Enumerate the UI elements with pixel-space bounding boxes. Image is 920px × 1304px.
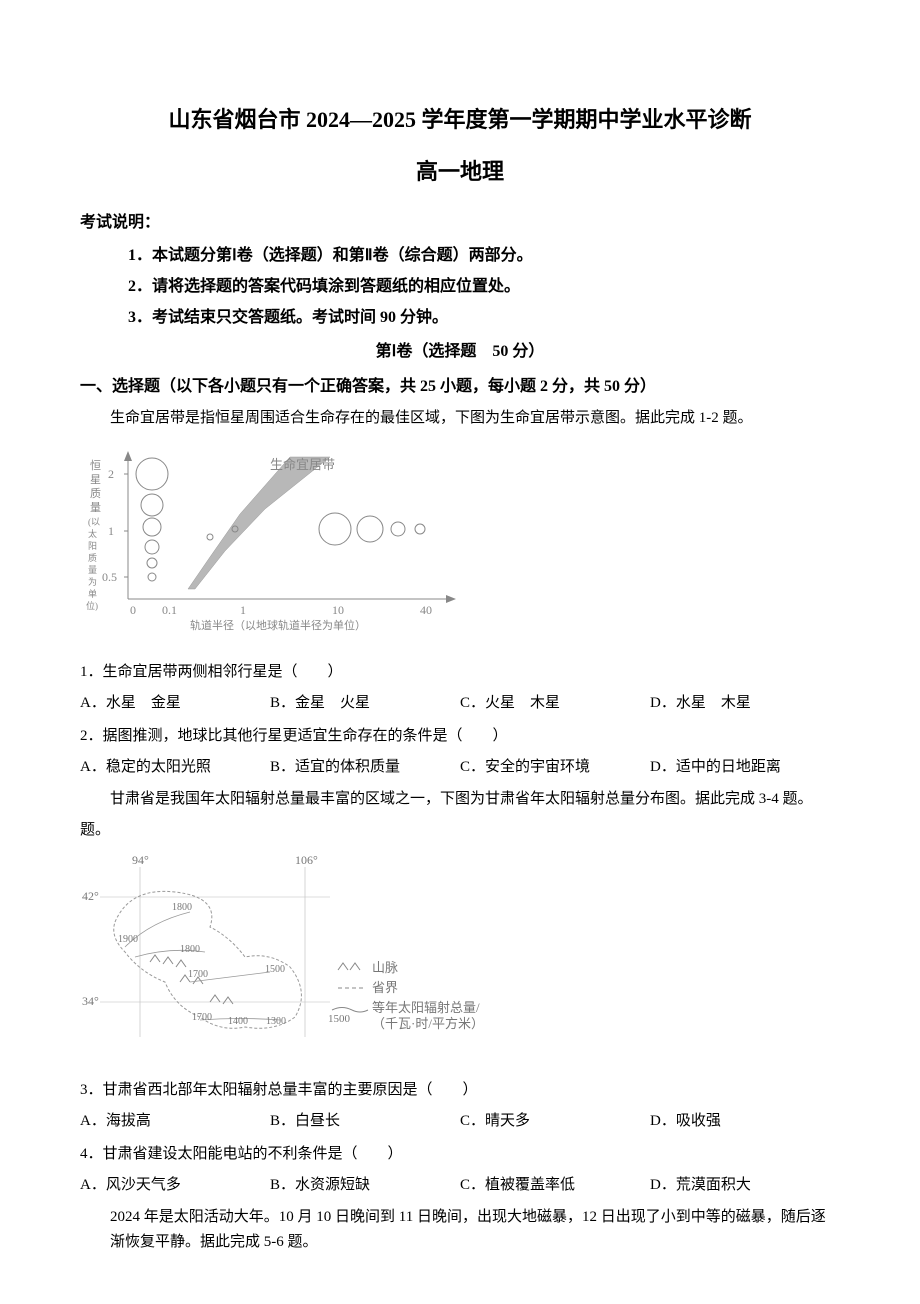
mountain-icon [210,995,233,1004]
instruction-1: 1．本试题分第Ⅰ卷（选择题）和第Ⅱ卷（综合题）两部分。 [80,242,840,271]
q3-opt-a: A．海拔高 [80,1108,270,1135]
instruction-3: 3．考试结束只交答题纸。考试时间 90 分钟。 [80,304,840,333]
instruction-2: 2．请将选择题的答案代码填涂到答题纸的相应位置处。 [80,273,840,302]
context-3: 2024 年是太阳活动大年。10 月 10 日晚间到 11 日晚间，出现大地磁暴… [80,1205,840,1256]
contour-label: 1800 [172,902,192,913]
q1-opt-c: C．火星 木星 [460,690,650,717]
svg-text:质: 质 [88,552,97,563]
contour-label: 1700 [188,969,208,980]
legend-contour-sample: 1500 [328,1013,351,1025]
svg-text:单: 单 [88,588,97,599]
planet-circle [391,522,405,536]
habitable-band [188,457,330,589]
planet-circle [319,513,351,545]
q1-opt-d: D．水星 木星 [650,690,840,717]
q4-opt-a: A．风沙天气多 [80,1172,270,1199]
svg-text:量: 量 [90,501,101,514]
svg-text:星: 星 [90,473,101,486]
question-4-options: A．风沙天气多 B．水资源短缺 C．植被覆盖率低 D．荒漠面积大 [80,1172,840,1199]
question-1-options: A．水星 金星 B．金星 火星 C．火星 木星 D．水星 木星 [80,690,840,717]
section-1-label: 第Ⅰ卷（选择题 50 分） [80,338,840,367]
question-3-stem: 3．甘肃省西北部年太阳辐射总量丰富的主要原因是（ ） [80,1077,840,1104]
figure-habitable-zone: 恒 星 质 量 (以 太 阳 质 量 为 单 位) 2 1 0.5 0 0.1 … [80,439,840,645]
legend-mountain-label: 山脉 [372,960,398,975]
contour-label: 1400 [228,1016,248,1027]
svg-text:太: 太 [88,528,97,539]
svg-text:阳: 阳 [88,541,97,551]
contour-label: 1900 [118,934,138,945]
legend-contour-label: 等年太阳辐射总量/ [372,1000,480,1015]
planet-circle [357,516,383,542]
figure-gansu-map: 94° 106° 42° 34° 1900 1800 1800 1700 170… [80,852,840,1063]
question-2-options: A．稳定的太阳光照 B．适宜的体积质量 C．安全的宇宙环境 D．适中的日地距离 [80,754,840,781]
y-tick-2: 2 [108,467,114,481]
svg-text:(以: (以 [88,517,100,527]
y-axis-label: 恒 [90,459,101,472]
mountain-icon [150,955,186,967]
q2-opt-b: B．适宜的体积质量 [270,754,460,781]
q3-opt-d: D．吸收强 [650,1108,840,1135]
lon-94: 94° [132,853,149,867]
q2-opt-c: C．安全的宇宙环境 [460,754,650,781]
star-circle [143,518,161,536]
svg-text:位): 位) [86,600,98,611]
context-2-trail: 题。 [80,817,840,844]
planet-circle [207,534,213,540]
svg-text:量: 量 [88,565,97,575]
lat-42: 42° [82,889,99,903]
page-subtitle: 高一地理 [80,152,840,192]
instructions-label: 考试说明： [80,209,840,238]
y-tick-0: 0.5 [102,570,117,584]
question-2-stem: 2．据图推测，地球比其他行星更适宜生命存在的条件是（ ） [80,723,840,750]
q2-opt-a: A．稳定的太阳光照 [80,754,270,781]
contour-label: 1500 [265,964,285,975]
y-tick-1: 1 [108,524,114,538]
lat-34: 34° [82,994,99,1008]
x-tick-2: 1 [240,603,246,617]
x-axis-label: 轨道半径（以地球轨道半径为单位） [190,618,366,632]
legend-contour-unit: （千瓦·时/平方米） [372,1016,484,1031]
x-tick-1: 0.1 [162,603,177,617]
legend-contour-icon [332,1007,352,1010]
contour-label: 1300 [266,1016,286,1027]
question-3-options: A．海拔高 B．白昼长 C．晴天多 D．吸收强 [80,1108,840,1135]
q1-opt-a: A．水星 金星 [80,690,270,717]
context-2: 甘肃省是我国年太阳辐射总量最丰富的区域之一，下图为甘肃省年太阳辐射总量分布图。据… [80,787,840,813]
question-4-stem: 4．甘肃省建设太阳能电站的不利条件是（ ） [80,1141,840,1168]
page-title: 山东省烟台市 2024—2025 学年度第一学期期中学业水平诊断 [80,100,840,140]
star-circle [147,558,157,568]
legend-boundary-label: 省界 [372,980,398,995]
svg-text:为: 为 [88,576,97,587]
part-1-header: 一、选择题（以下各小题只有一个正确答案，共 25 小题，每小题 2 分，共 50… [80,373,840,402]
contour-label: 1800 [180,944,200,955]
q1-opt-b: B．金星 火星 [270,690,460,717]
star-circle [136,458,168,490]
band-label: 生命宜居带 [270,457,335,472]
q3-opt-b: B．白昼长 [270,1108,460,1135]
question-1-stem: 1．生命宜居带两侧相邻行星是（ ） [80,659,840,686]
x-tick-3: 10 [332,603,344,617]
q4-opt-b: B．水资源短缺 [270,1172,460,1199]
x-tick-0: 0 [130,603,136,617]
lon-106: 106° [295,853,318,867]
planet-circle [415,524,425,534]
q2-opt-d: D．适中的日地距离 [650,754,840,781]
x-tick-4: 40 [420,603,432,617]
gansu-map-svg: 94° 106° 42° 34° 1900 1800 1800 1700 170… [80,852,500,1052]
q3-opt-c: C．晴天多 [460,1108,650,1135]
legend-contour-icon [352,1010,368,1012]
star-circle [141,494,163,516]
q4-opt-c: C．植被覆盖率低 [460,1172,650,1199]
habitable-zone-chart: 恒 星 质 量 (以 太 阳 质 量 为 单 位) 2 1 0.5 0 0.1 … [80,439,460,634]
legend-mountain-icon [338,963,360,970]
star-circle [145,540,159,554]
context-1: 生命宜居带是指恒星周围适合生命存在的最佳区域，下图为生命宜居带示意图。据此完成 … [80,406,840,432]
province-boundary [114,891,302,1028]
svg-text:质: 质 [90,487,101,500]
q4-opt-d: D．荒漠面积大 [650,1172,840,1199]
star-circle [148,573,156,581]
contour-label: 1700 [192,1012,212,1023]
